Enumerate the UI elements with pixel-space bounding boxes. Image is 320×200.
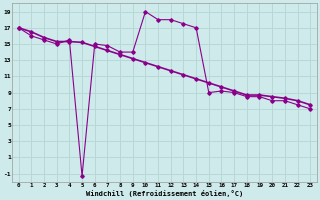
X-axis label: Windchill (Refroidissement éolien,°C): Windchill (Refroidissement éolien,°C) xyxy=(86,190,243,197)
